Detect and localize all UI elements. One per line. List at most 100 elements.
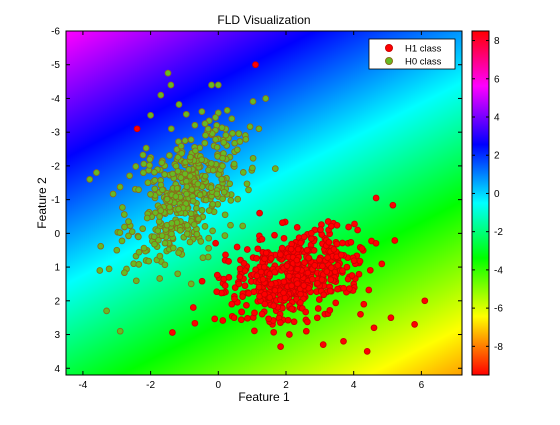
colorbar-tick-label: -2: [494, 227, 503, 238]
colorbar-tick-label: 4: [494, 113, 500, 124]
h1-point: [280, 278, 288, 286]
h1-point: [213, 288, 221, 296]
h0-point: [201, 172, 209, 180]
h0-point: [145, 257, 153, 265]
h1-point: [245, 290, 253, 297]
h0-point: [239, 169, 247, 176]
h1-point: [211, 315, 219, 323]
h0-point: [158, 232, 166, 240]
h1-point: [278, 244, 286, 252]
h0-point: [243, 180, 251, 188]
h1-point: [271, 268, 278, 276]
h1-point: [231, 295, 238, 303]
h1-point: [311, 262, 319, 269]
h0-point: [121, 269, 128, 277]
h1-point: [260, 263, 268, 271]
h1-point: [302, 327, 310, 335]
h1-point: [293, 224, 301, 231]
y-tick-label: 4: [54, 364, 60, 375]
h0-point: [205, 244, 212, 252]
h0-point: [135, 186, 142, 194]
h0-point: [181, 170, 189, 178]
h0-point: [222, 131, 230, 139]
h1-point: [297, 290, 304, 298]
h0-point: [219, 154, 226, 162]
h0-point: [113, 246, 121, 254]
h0-point: [209, 227, 216, 235]
h0-point: [174, 167, 182, 175]
h1-point: [300, 233, 308, 241]
h1-point: [340, 284, 347, 292]
h1-point: [233, 243, 241, 251]
x-tick-label: 0: [216, 380, 222, 391]
h0-point: [132, 163, 140, 170]
h0-point: [191, 121, 199, 129]
h0-point: [125, 218, 132, 225]
h0-point: [183, 190, 190, 198]
h0-point: [96, 267, 104, 274]
y-tick-label: -6: [51, 27, 60, 38]
h0-point: [178, 150, 186, 157]
h0-point: [140, 160, 148, 168]
h1-point: [235, 280, 243, 288]
h1-point: [257, 268, 265, 276]
h0-point: [228, 115, 236, 123]
y-tick-label: -2: [51, 161, 60, 172]
h1-point: [308, 275, 316, 283]
h0-point: [118, 237, 126, 245]
y-tick-label: -5: [51, 60, 60, 71]
h1-point: [254, 245, 262, 253]
x-axis-ticks: -4 -2 0 2 4 6: [78, 31, 425, 391]
h0-point: [209, 166, 217, 174]
h1-point: [293, 256, 301, 264]
h1-point: [315, 296, 323, 303]
h1-point: [317, 226, 324, 233]
h0-point: [201, 120, 209, 127]
h1-point: [297, 239, 305, 247]
h1-point: [351, 220, 358, 228]
h0-point: [150, 233, 158, 241]
h1-point: [346, 285, 353, 292]
h1-point: [363, 348, 371, 355]
h1-point: [339, 239, 346, 247]
h0-point: [120, 211, 128, 218]
h0-point: [173, 184, 181, 192]
h1-point: [191, 319, 199, 327]
h1-point: [356, 257, 364, 265]
h1-point: [294, 265, 301, 273]
y-tick-label: 0: [54, 229, 60, 240]
h1-point: [280, 289, 287, 297]
h1-point: [340, 337, 347, 345]
h1-point: [267, 255, 275, 262]
h1-point: [304, 269, 312, 277]
h1-point: [219, 317, 227, 324]
h1-point: [253, 254, 260, 262]
h1-point: [316, 256, 323, 264]
h1-point: [251, 309, 258, 317]
h1-point: [334, 285, 341, 293]
h0-point: [242, 135, 250, 143]
y-tick-label: 1: [54, 263, 60, 274]
h0-point: [198, 156, 206, 164]
h0-point: [271, 165, 279, 172]
h0-point: [151, 177, 159, 184]
h1-point: [243, 246, 251, 253]
data-points: [86, 61, 429, 355]
h1-point: [267, 280, 275, 288]
h1-point: [323, 268, 331, 275]
h1-point: [358, 245, 366, 252]
h0-point: [116, 183, 124, 191]
h0-point: [194, 180, 202, 188]
h1-point: [261, 290, 268, 298]
h1-point: [326, 287, 334, 295]
h1-point: [301, 259, 308, 267]
h0-point: [182, 177, 190, 185]
h0-point: [103, 307, 110, 315]
h1-point: [357, 310, 364, 318]
h1-point: [228, 300, 236, 308]
h1-point: [348, 272, 356, 279]
h0-point: [187, 136, 195, 144]
h0-point: [177, 174, 185, 182]
h0-point: [109, 190, 117, 198]
h0-point: [135, 248, 143, 256]
